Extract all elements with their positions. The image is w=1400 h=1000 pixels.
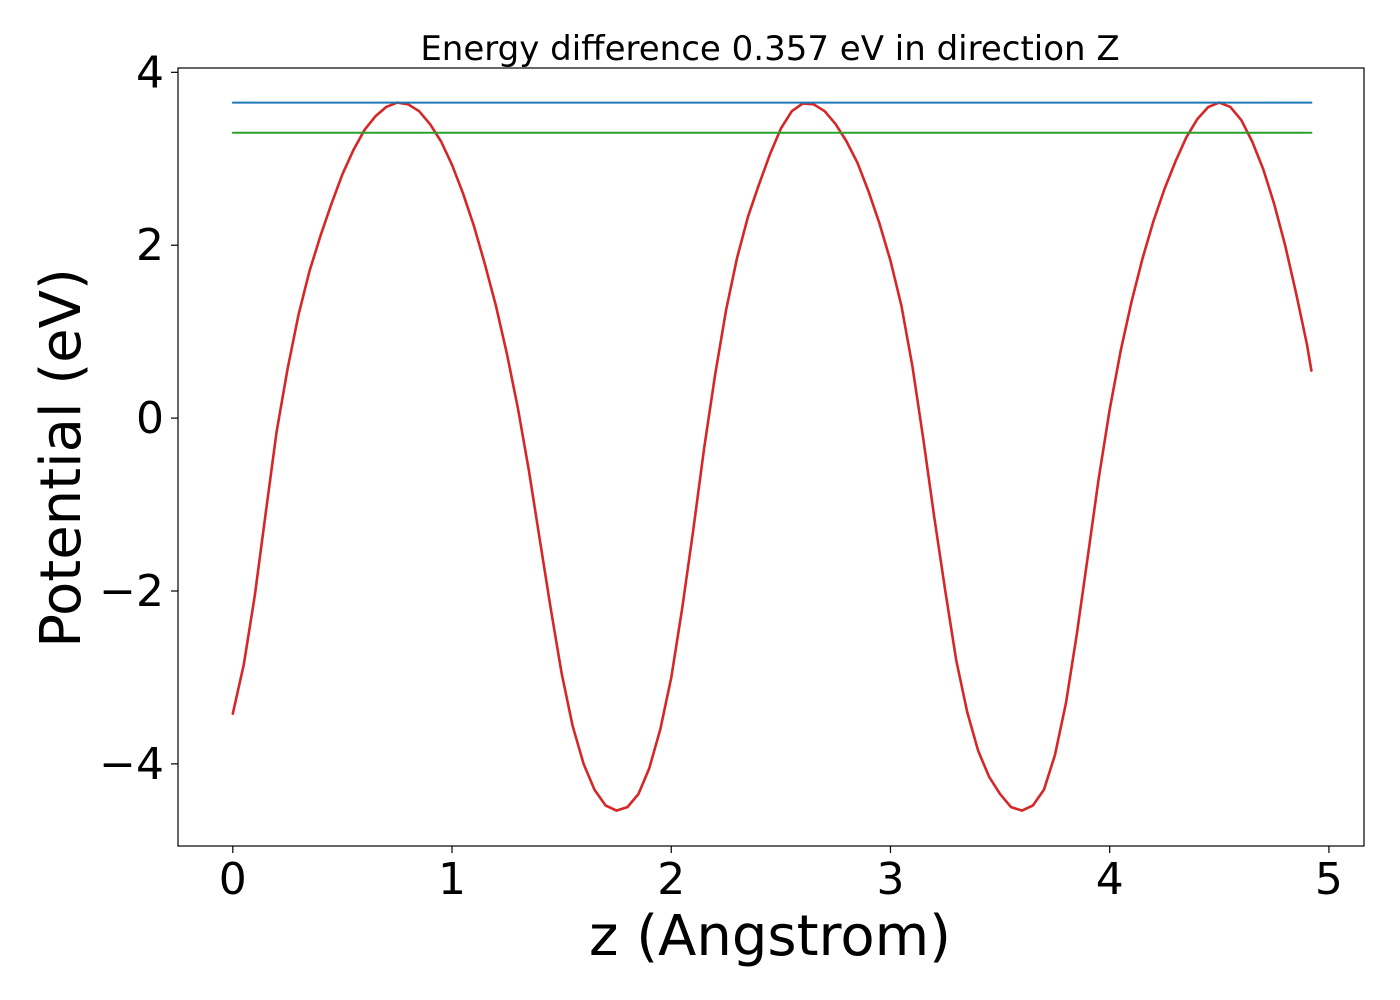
series-line-potential <box>231 101 1313 812</box>
y-tick-label: 0 <box>136 393 164 444</box>
x-axis-ticks: 0 1 2 3 4 5 <box>219 846 1343 905</box>
y-tick-label: 2 <box>136 220 164 271</box>
x-tick-label: 3 <box>876 854 904 905</box>
y-tick-label: −2 <box>99 566 164 617</box>
y-tick-label: 4 <box>136 47 164 98</box>
plot-frame <box>177 67 1365 847</box>
x-tick-label: 1 <box>438 854 466 905</box>
x-axis-label: z (Angstrom) <box>589 904 951 969</box>
plot-lines <box>231 101 1313 812</box>
y-axis-ticks: −4 −2 0 2 4 <box>99 47 178 790</box>
x-tick-label: 2 <box>657 854 685 905</box>
y-axis-label: Potential (eV) <box>29 268 94 648</box>
x-tick-label: 5 <box>1315 854 1343 905</box>
chart-title: Energy difference 0.357 eV in direction … <box>420 29 1119 69</box>
x-tick-label: 0 <box>219 854 247 905</box>
x-tick-label: 4 <box>1096 854 1124 905</box>
y-tick-label: −4 <box>99 739 164 790</box>
